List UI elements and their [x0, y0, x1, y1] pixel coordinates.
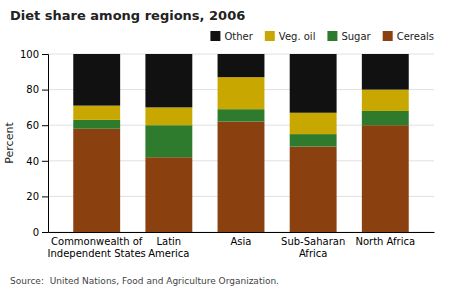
y-tick-mark — [42, 125, 48, 126]
x-axis: Commonwealth ofIndependent StatesLatinAm… — [48, 233, 435, 259]
legend-label: Sugar — [341, 31, 371, 42]
bars — [73, 54, 408, 232]
plot: 0 20 40 60 80 100 Commonwealth ofIndependent S… — [20, 49, 435, 259]
y-tick-label: 40 — [26, 156, 39, 167]
y-tick: 100 — [20, 49, 48, 60]
y-tick-label: 20 — [26, 191, 39, 202]
bar — [290, 147, 337, 232]
x-tick: Commonwealth ofIndependent States — [48, 236, 146, 259]
y-tick-label: 100 — [20, 49, 39, 60]
bar — [218, 109, 265, 121]
y-axis-line — [42, 55, 49, 233]
x-tick-label: Asia — [231, 236, 252, 247]
bar — [362, 90, 409, 111]
y-tick-mark — [42, 232, 48, 233]
bar — [290, 54, 337, 113]
bar — [362, 54, 409, 90]
bar — [73, 129, 120, 232]
x-tick: Sub-SaharanAfrica — [281, 236, 345, 259]
y-tick: 20 — [26, 191, 48, 202]
series — [73, 122, 408, 232]
y-tick-mark — [42, 161, 48, 162]
legend-swatch — [383, 31, 393, 41]
legend-label: Cereals — [397, 31, 434, 42]
annotation: Source: United Nations, Food and Agricul… — [10, 276, 279, 286]
x-tick-label: North Africa — [355, 236, 415, 247]
y-tick: 40 — [26, 156, 48, 167]
legend-label: Veg. oil — [279, 31, 316, 42]
y-tick: 0 — [33, 227, 48, 238]
bar — [218, 54, 265, 77]
chart: Diet share among regions, 2006 0 20 40 60 80 1… — [0, 0, 450, 292]
x-tick: LatinAmerica — [148, 236, 189, 259]
y-tick-label: 60 — [26, 120, 39, 131]
bar — [145, 107, 192, 125]
y-tick-label: 0 — [33, 227, 39, 238]
bar — [73, 120, 120, 129]
bar — [73, 54, 120, 106]
bar — [145, 125, 192, 157]
y-tick: 80 — [26, 84, 48, 95]
x-axis-line — [49, 232, 435, 233]
legend-label: Other — [224, 31, 253, 42]
x-tick-label: LatinAmerica — [148, 236, 189, 259]
legend-item: Cereals — [383, 31, 434, 42]
bar — [145, 157, 192, 232]
grid — [48, 54, 434, 232]
legend: Other Veg. oil Sugar Cereals — [210, 31, 434, 42]
y-tick: 60 — [26, 120, 48, 131]
bar — [362, 125, 409, 232]
legend-item: Sugar — [327, 31, 371, 42]
legend-item: Other — [210, 31, 253, 42]
series — [73, 109, 408, 157]
bar — [218, 122, 265, 232]
legend-swatch — [327, 31, 337, 41]
bar — [362, 111, 409, 125]
bar — [290, 134, 337, 146]
y-tick-mark — [42, 54, 48, 55]
x-tick-label: Commonwealth ofIndependent States — [48, 236, 146, 259]
y-axis: 0 20 40 60 80 100 — [20, 49, 49, 238]
legend-swatch — [265, 31, 275, 41]
y-tick-mark — [42, 90, 48, 91]
y-tick-label: 80 — [26, 84, 39, 95]
bar — [290, 113, 337, 134]
legend-item: Veg. oil — [265, 31, 316, 42]
legend-swatch — [210, 31, 220, 41]
bar — [145, 54, 192, 107]
series — [73, 77, 408, 134]
x-tick: North Africa — [355, 236, 415, 247]
bar — [218, 77, 265, 109]
bar — [73, 106, 120, 120]
y-axis-label: Percent — [3, 122, 16, 164]
series — [73, 54, 408, 113]
x-tick-label: Sub-SaharanAfrica — [281, 236, 345, 259]
y-tick-mark — [42, 196, 48, 197]
x-tick: Asia — [231, 236, 252, 247]
title: Diet share among regions, 2006 — [10, 8, 245, 23]
